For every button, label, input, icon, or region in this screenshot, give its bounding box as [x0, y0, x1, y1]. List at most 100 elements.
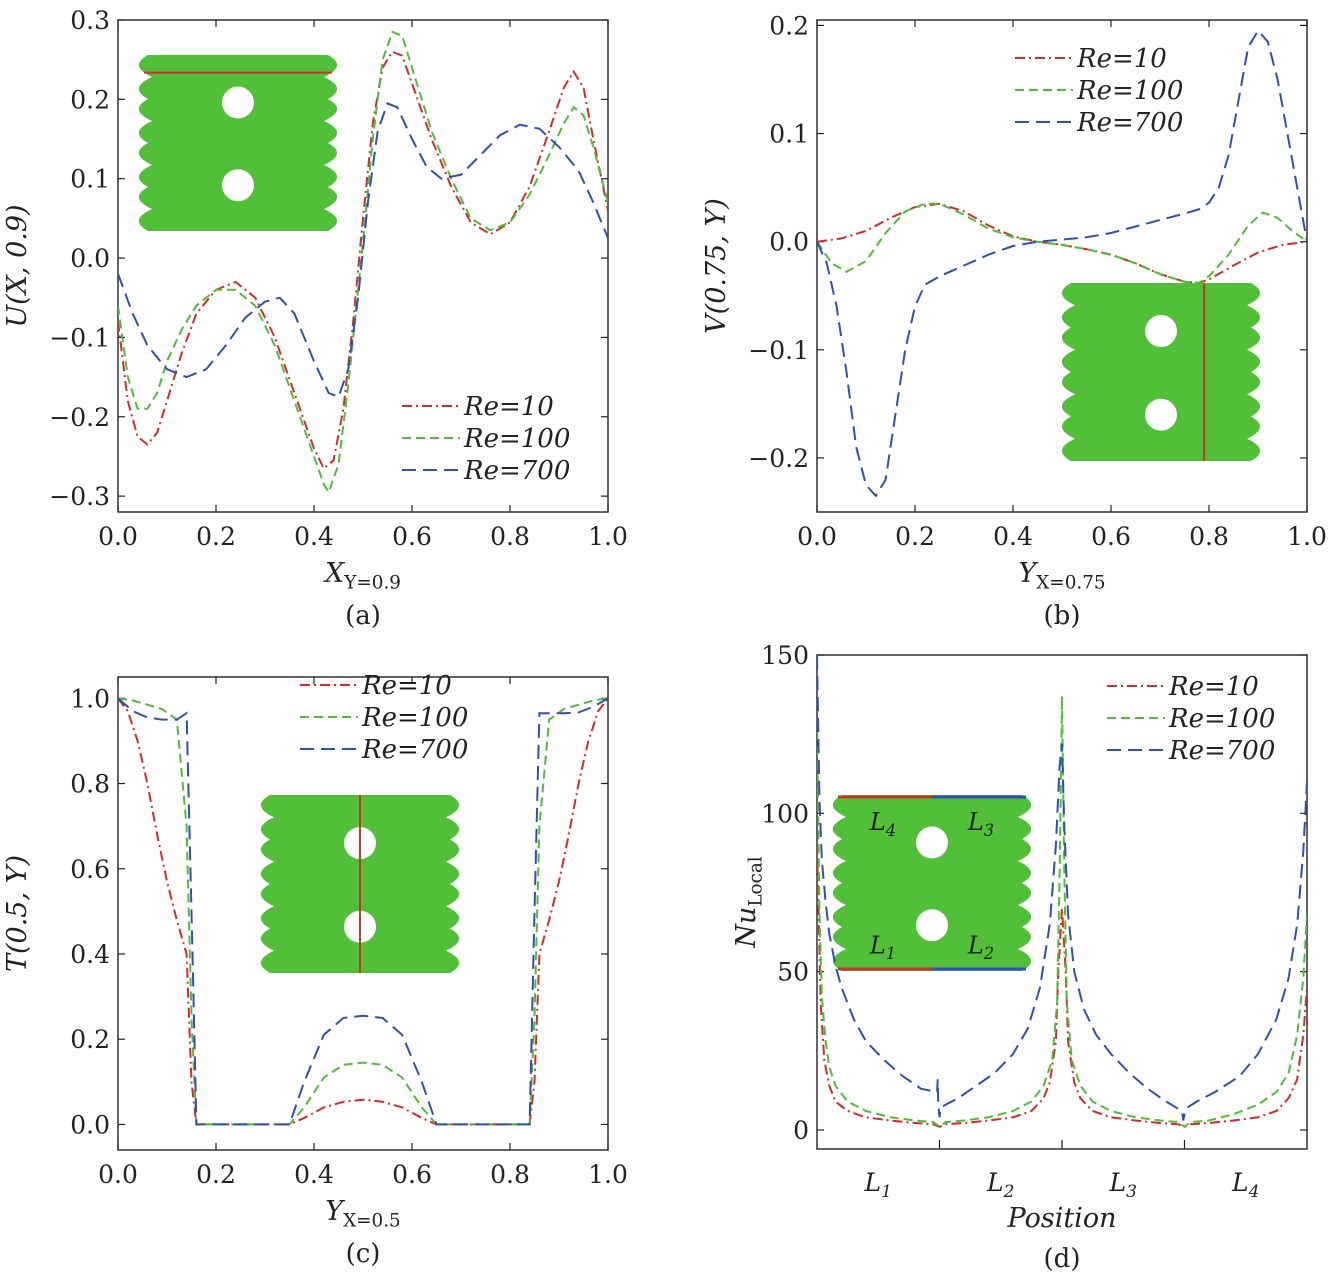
chart-panel-b: 0.0 0.2 0.4 0.6 0.8 1.0 −0.2 −0.1 0.0 0.1 0.2 YX=0.… [667, 0, 1334, 639]
y-tick-label: −0.2 [748, 444, 809, 473]
label-subscript: 3 [984, 821, 994, 840]
geometry-shape [138, 55, 338, 231]
label-main: L [869, 931, 886, 959]
x-tick-label: 0.4 [294, 1160, 334, 1189]
y-tick-label: 0.0 [70, 1110, 110, 1139]
geometry-shape [832, 795, 1032, 971]
wall-label-L1: L1 [869, 931, 896, 963]
y-axis-label: NuLocal [731, 856, 766, 948]
legend-label: Re=700 [361, 735, 468, 765]
label-main: X [323, 558, 346, 589]
x-tick-label: 0.2 [895, 522, 935, 551]
x-axis-label: YX=0.75 [1018, 558, 1105, 593]
wall-label-L3: L3 [967, 808, 994, 840]
y-axis-label: U(X, 0.9) [2, 204, 33, 327]
panel-caption: (b) [1044, 601, 1081, 631]
y-tick-label: −0.1 [748, 336, 809, 365]
legend-label: Re=700 [1168, 736, 1275, 766]
legend-label: Re=700 [1076, 108, 1183, 138]
series-line-re-700 [118, 697, 608, 1126]
plot-frame [117, 676, 609, 1151]
x-tick-label: 0.0 [98, 522, 138, 551]
label-subscript: 3 [1126, 1182, 1137, 1202]
label-main: L [1109, 1168, 1127, 1197]
label-subscript: 1 [881, 1182, 892, 1202]
label-main: Nu [731, 907, 762, 949]
x-tick-label: 1.0 [588, 522, 628, 551]
chart-panel-d: L4 L3 L1 L2 L1 L2 L3 L4 0 50 100 150 Position NuLocal… [667, 639, 1334, 1278]
label-subscript: 4 [885, 821, 896, 840]
label-main: Y [1018, 558, 1038, 589]
y-tick-label: 0.1 [769, 120, 809, 149]
legend-label: Re=10 [1076, 44, 1167, 74]
x-tick-label: 0.0 [797, 522, 837, 551]
label-main: L [967, 808, 984, 836]
legend-label: Re=100 [361, 703, 468, 733]
label-subscript: Y=0.9 [343, 572, 401, 593]
inset-geometry-c [260, 795, 460, 973]
y-tick-label: 0.0 [769, 228, 809, 257]
legend-label: Re=10 [361, 671, 452, 701]
cylinder-top [916, 826, 948, 859]
series-line-re-700 [817, 655, 1307, 1121]
x-tick-label: 0.8 [1189, 522, 1229, 551]
y-tick-label: 150 [761, 641, 809, 670]
y-tick-label: 0.3 [70, 6, 110, 35]
x-tick-label: 0.0 [98, 1160, 138, 1189]
legend-label: Re=100 [463, 424, 570, 454]
x-tick-label: 1.0 [1287, 522, 1327, 551]
x-tick-label: 0.8 [490, 522, 530, 551]
x-tick-label: 1.0 [588, 1160, 628, 1189]
y-axis-label: V(0.75, Y) [701, 198, 732, 334]
x-tick-label: 0.6 [1091, 522, 1131, 551]
geometry-shape [1061, 283, 1261, 461]
legend-label: Re=100 [1168, 704, 1275, 734]
y-tick-label: 0.2 [70, 85, 110, 114]
y-tick-label: 100 [761, 799, 809, 828]
chart-b-svg: 0.0 0.2 0.4 0.6 0.8 1.0 −0.2 −0.1 0.0 0.1 0.2 YX=0.… [701, 11, 1327, 631]
label-main: L [967, 931, 984, 959]
series-group [118, 30, 608, 495]
series-line-re-10 [817, 844, 1307, 1128]
wall-label-L4: L4 [869, 808, 896, 840]
cylinder-top [222, 86, 254, 119]
panel-caption: (a) [345, 601, 381, 631]
x-tick-label: L2 [986, 1168, 1014, 1202]
legend-label: Re=10 [463, 392, 554, 422]
series-group [817, 655, 1307, 1129]
y-tick-label: −0.3 [49, 482, 110, 511]
series-line-re-100 [118, 697, 608, 1126]
label-main: Y [325, 1196, 345, 1227]
chart-panel-c: 0.0 0.2 0.4 0.6 0.8 1.0 0.0 0.2 0.4 0.6 0.8 1.0 YX=0… [0, 639, 667, 1278]
y-tick-label: 1.0 [70, 684, 110, 713]
x-tick-label: 0.2 [196, 522, 236, 551]
legend-label: Re=100 [1076, 76, 1183, 106]
x-tick-label: 0.8 [490, 1160, 530, 1189]
series-line-re-10 [817, 202, 1307, 284]
x-tick-label: 0.6 [392, 522, 432, 551]
y-tick-label: 50 [777, 958, 809, 987]
chart-panel-a: 0.0 0.2 0.4 0.6 0.8 1.0 −0.3 −0.2 −0.1 0.0 0.1 0.2 0… [0, 0, 667, 639]
x-tick-label: L1 [864, 1168, 892, 1202]
y-tick-label: 0.8 [70, 770, 110, 799]
x-tick-label: L4 [1231, 1168, 1259, 1202]
legend-label: Re=10 [1168, 672, 1259, 702]
x-tick-label: 0.4 [294, 522, 334, 551]
inset-geometry-b [1061, 283, 1261, 461]
series-group [817, 29, 1307, 498]
x-tick-label: 0.6 [392, 1160, 432, 1189]
label-subscript: 2 [1003, 1182, 1015, 1202]
chart-a-svg: 0.0 0.2 0.4 0.6 0.8 1.0 −0.3 −0.2 −0.1 0.0 0.1 0.2 0… [2, 6, 628, 631]
plot-frame [117, 19, 609, 513]
y-tick-label: 0.4 [70, 940, 110, 969]
label-subscript: Local [745, 856, 766, 906]
label-subscript: 2 [983, 944, 994, 963]
cylinder-bottom [916, 909, 948, 942]
cylinder-top [1145, 315, 1177, 348]
